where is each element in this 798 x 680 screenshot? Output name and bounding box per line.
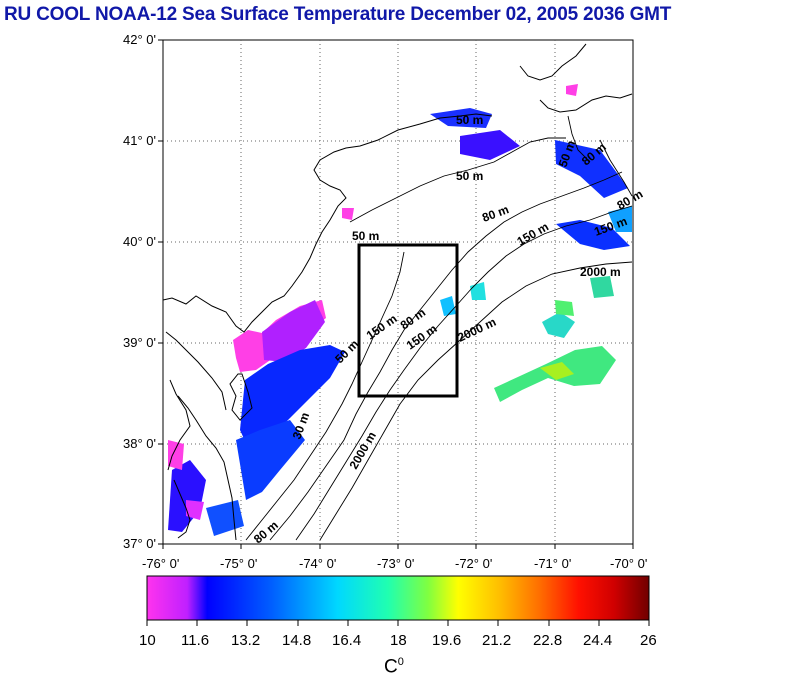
colorbar-tick-label: 16.4 <box>332 632 362 649</box>
sst-patch-blue-south <box>236 420 305 500</box>
lat-label: 40° 0' <box>123 234 156 249</box>
colorbar-tick-label: 11.6 <box>181 632 210 649</box>
lat-label: 42° 0' <box>123 32 156 47</box>
lon-label: -76° 0' <box>142 556 180 571</box>
colorbar-unit: C0 <box>384 656 404 678</box>
sst-patch-blue-gb <box>555 140 628 198</box>
isobath-label: 50 m <box>456 113 483 127</box>
sst-patch-yellowgreen-slope <box>540 362 574 380</box>
sst-patch-purple-ne <box>460 130 520 160</box>
lat-label: 38° 0' <box>123 436 156 451</box>
colorbar-tick-label: 18 <box>390 632 407 649</box>
colorbar-tick-label: 14.8 <box>282 632 312 649</box>
lon-label: -72° 0' <box>455 556 493 571</box>
lon-label: -75° 0' <box>220 556 258 571</box>
sst-patch-cyan-slope <box>542 312 575 338</box>
sst-patch-blue-east <box>556 220 630 250</box>
isobath-50m-east <box>567 115 633 197</box>
sst-patch-purple-shelf <box>262 300 325 362</box>
lon-label: -70° 0' <box>610 556 648 571</box>
colorbar-tick-label: 26 <box>640 632 657 649</box>
lon-label: -71° 0' <box>534 556 572 571</box>
lon-label: -74° 0' <box>299 556 337 571</box>
sst-patch-magenta-sw <box>186 500 204 520</box>
sst-patch-magenta-ne <box>566 84 578 96</box>
colorbar-tick-label: 24.4 <box>583 632 613 649</box>
colorbar <box>146 575 650 621</box>
isobath-50m <box>245 137 566 541</box>
sst-patch-blue-ne <box>430 108 492 128</box>
isobath-2000m <box>319 261 633 541</box>
sst-patch-green-slope2 <box>555 300 574 316</box>
isobaths <box>245 115 633 541</box>
map-title: RU COOL NOAA-12 Sea Surface Temperature … <box>4 4 672 25</box>
sst-patch-magenta-south <box>168 440 184 470</box>
lat-label: 41° 0' <box>123 133 156 148</box>
colorbar-tick-label: 21.2 <box>482 632 512 649</box>
unit-letter: C <box>384 656 398 678</box>
colorbar-tick-label: 22.8 <box>533 632 563 649</box>
isobath-80m <box>269 171 623 541</box>
colorbar-ticks <box>146 620 650 626</box>
isobath-label: 2000 m <box>580 265 621 279</box>
coastline <box>162 43 633 541</box>
sst-patch-blue-shelf <box>240 345 345 452</box>
sst-patch-cyan-east <box>608 206 632 232</box>
lat-label: 37° 0' <box>123 536 156 551</box>
colorbar-tick-label: 19.6 <box>432 632 462 649</box>
axis-ticks <box>158 39 634 549</box>
isobath-label: 50 m <box>456 169 483 183</box>
sst-patch-magenta-nj <box>342 208 354 220</box>
isobath-150m <box>295 205 633 541</box>
colorbar-tick-label: 10 <box>139 632 156 649</box>
inner-bay-lines <box>165 331 227 539</box>
study-area-box <box>357 243 459 398</box>
sst-patch-green-far <box>590 276 614 298</box>
unit-superscript: 0 <box>397 656 404 668</box>
isobath-label: 50 m <box>352 229 379 243</box>
sst-patches <box>168 84 632 536</box>
lon-label: -73° 0' <box>377 556 415 571</box>
lat-label: 39° 0' <box>123 335 156 350</box>
colorbar-tick-label: 13.2 <box>231 632 261 649</box>
